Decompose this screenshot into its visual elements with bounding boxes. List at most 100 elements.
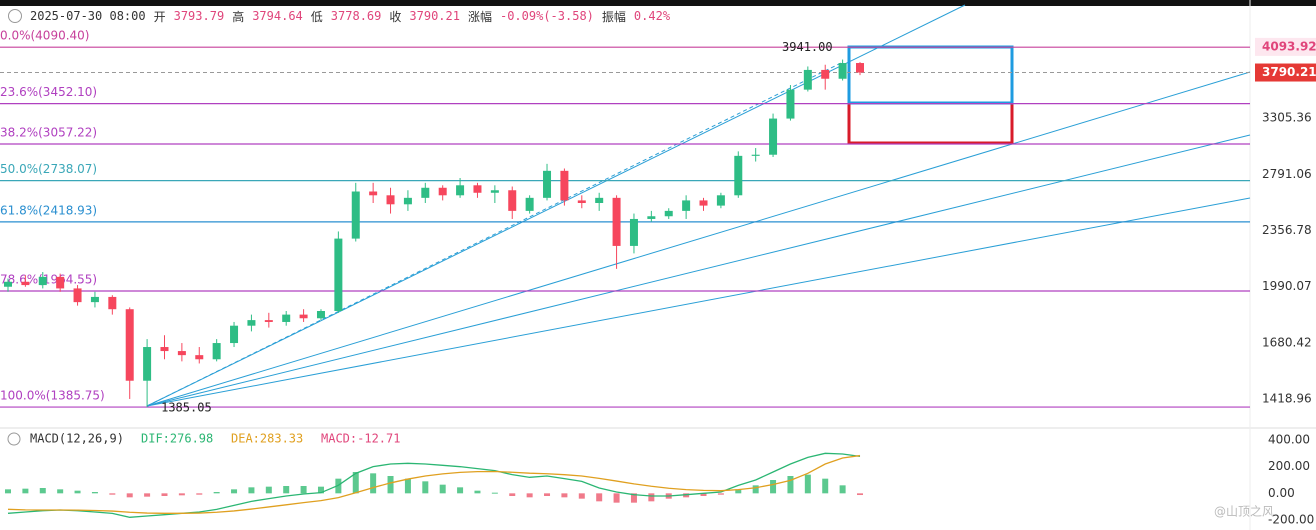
candle-body (734, 155, 743, 196)
legend-label: DEA:283.33 (231, 432, 303, 446)
watermark: @山顶之风 (1214, 505, 1274, 519)
candle-body (108, 296, 117, 310)
label: 涨幅 (467, 9, 492, 24)
candle-body (612, 197, 621, 246)
macd-bar (578, 493, 585, 499)
price-tag (1255, 37, 1316, 56)
candle-body (786, 89, 795, 119)
macd-bar (248, 487, 255, 494)
macd-bar (300, 486, 307, 494)
macd-bar (439, 484, 446, 494)
macd-bar (144, 493, 151, 497)
macd-bar (613, 493, 620, 503)
macd-bar (39, 488, 46, 494)
panel-icon (7, 432, 21, 446)
macd-bar (544, 493, 551, 496)
box-red (847, 45, 1014, 145)
candle-body (90, 296, 99, 303)
value: 3778.69 (330, 9, 382, 23)
candle-body (403, 197, 412, 205)
macd-bar (91, 492, 98, 494)
candle-body (247, 320, 256, 326)
fib-label: 23.6%(3452.10) (0, 85, 97, 99)
y-tick-label: 3305.36 (1262, 111, 1312, 125)
candle-body (543, 170, 552, 198)
box-blue (847, 45, 1014, 105)
candle-body (334, 238, 343, 311)
macd-bar (213, 492, 220, 494)
macd-bar (370, 473, 377, 494)
candle-body (73, 288, 82, 303)
candle-body (664, 210, 673, 217)
macd-bar (57, 489, 64, 494)
fib-label: 50.0%(2738.07) (0, 162, 97, 176)
macd-bar (717, 493, 724, 495)
macd-bar (735, 489, 742, 494)
candle-body (803, 69, 812, 90)
macd-bar (161, 493, 168, 496)
candle-body (177, 351, 186, 356)
candle-body (577, 200, 586, 203)
candle-body (195, 355, 204, 360)
macd-bar (648, 493, 655, 502)
header: 2025-07-30 08:00 开 3793.79 高 3794.64 低 3778… (0, 6, 671, 26)
macd-bar (596, 493, 603, 502)
macd-bar (231, 489, 238, 494)
candle-body (699, 200, 708, 206)
macd-bar (74, 490, 81, 494)
macd-bar (630, 493, 637, 503)
y-tick-label: 2356.78 (1262, 223, 1312, 237)
candle-body (716, 195, 725, 206)
fib-label: 100.0%(1385.75) (0, 389, 105, 403)
label: 振幅 (601, 9, 626, 24)
y-tick-label: 1990.07 (1262, 279, 1312, 293)
macd-line (7, 452, 861, 518)
low-annotation: 1385.05 (161, 401, 212, 415)
legend-label: DIF:276.98 (141, 432, 213, 446)
macd-bar (5, 489, 11, 494)
legend-label: MACD:-12.71 (321, 432, 400, 446)
price-tag (1255, 63, 1316, 82)
candle-body (230, 325, 239, 344)
candle-body (386, 195, 395, 205)
y-tick-label: 1418.96 (1262, 392, 1312, 406)
y-tick-label: 0.00 (1268, 486, 1295, 500)
macd-bar (196, 493, 203, 495)
candle-body (38, 276, 47, 286)
candle-body (369, 191, 378, 196)
candle-body (299, 314, 308, 319)
macd-bar (404, 478, 411, 494)
macd-bar (770, 480, 777, 494)
fib-label: 61.8%(2418.93) (0, 203, 97, 217)
label: 高 (232, 9, 245, 24)
candle-body (595, 197, 604, 203)
macd-bar (474, 490, 481, 494)
value: 0.42% (633, 9, 671, 23)
value: -0.09%(-3.58) (499, 9, 594, 23)
macd-line (7, 454, 861, 514)
value: 3790.21 (409, 9, 460, 23)
price-tag-label: 4093.92 (1262, 39, 1316, 53)
candle-body (21, 281, 30, 286)
candle-body (838, 63, 847, 79)
candle-body (438, 187, 447, 196)
y-tick-label: 400.00 (1268, 433, 1310, 447)
macd-bar (422, 481, 429, 494)
macd-bar (283, 486, 290, 494)
candle-body (125, 309, 134, 381)
fan-lines (146, 4, 1251, 407)
y-tick-label: 1680.42 (1262, 335, 1312, 349)
macd-bar (752, 485, 759, 494)
candle-body (264, 320, 273, 322)
candle-body (560, 170, 569, 201)
macd-bar (317, 486, 324, 494)
candle-body (769, 118, 778, 155)
macd-bar (683, 493, 690, 498)
y-tick-label: 200.00 (1268, 459, 1310, 473)
datetime: 2025-07-30 08:00 (30, 9, 146, 23)
value: 3793.79 (173, 9, 225, 23)
fib-label: 0.0%(4090.40) (0, 29, 89, 43)
macd-bar (265, 486, 272, 494)
candle-body (421, 187, 430, 198)
macd-bar (126, 493, 133, 498)
